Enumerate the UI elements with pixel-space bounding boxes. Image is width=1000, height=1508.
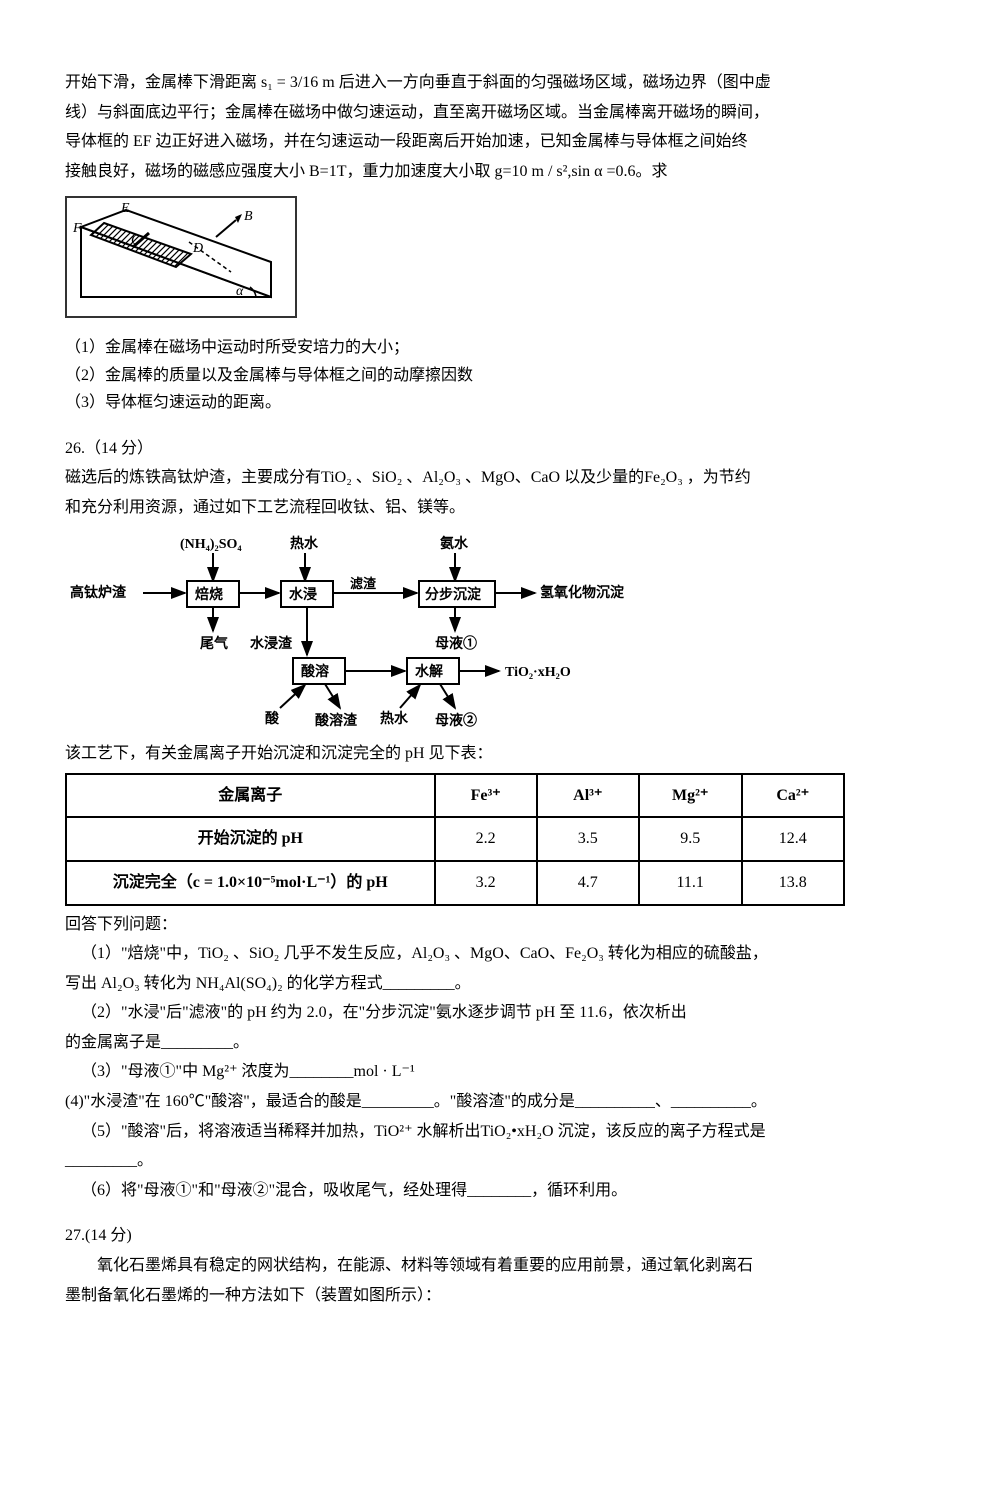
ion-al: Al³⁺ [537,774,639,818]
table-header-label: 金属离子 [66,774,435,818]
row2-c3: 13.8 [742,861,844,905]
p27-intro1: 氧化石墨烯具有稳定的网状结构，在能源、材料等领域有着重要的应用前景，通过氧化剥离… [65,1253,935,1279]
p26-intro1: 磁选后的炼铁高钛炉渣，主要成分有TiO₂ 、SiO₂ 、Al₂O₃ 、MgO、C… [65,465,935,491]
q26-5: （5）"酸溶"后，将溶液适当稀释并加热，TiO²⁺ 水解析出TiO₂•xH₂O … [65,1119,935,1145]
svg-text:B: B [244,209,253,224]
q25-part-2: （2）金属棒的质量以及金属棒与导体框之间的动摩擦因数 [65,363,935,389]
ion-fe: Fe³⁺ [435,774,537,818]
p27-title: 27.(14 分) [65,1223,935,1249]
q26-2a: （2）"水浸"后"滤液"的 pH 约为 2.0，在"分步沉淀"氨水逐步调节 pH… [65,1000,935,1026]
q26-1a: （1）"焙烧"中，TiO₂ 、SiO₂ 几乎不发生反应，Al₂O₃ 、MgO、C… [65,941,935,967]
svg-text:母液①: 母液① [435,635,477,652]
p25-line3: 导体框的 EF 边正好进入磁场，并在匀速运动一段距离后开始加速，已知金属棒与导体… [65,129,935,155]
row1-c2: 9.5 [639,817,742,861]
q26-prompt: 回答下列问题： [65,912,935,938]
p27-intro2: 墨制备氧化石墨烯的一种方法如下（装置如图所示）： [65,1283,935,1309]
svg-text:酸: 酸 [265,710,280,727]
svg-text:滤渣: 滤渣 [350,576,377,591]
svg-text:E: E [120,202,130,216]
q26-5b: _________。 [65,1148,935,1174]
svg-text:F: F [72,221,82,236]
svg-text:TiO₂·xH₂O: TiO₂·xH₂O [505,665,571,680]
row1-label: 开始沉淀的 pH [66,817,435,861]
svg-text:酸溶渣: 酸溶渣 [315,712,358,729]
svg-text:酸溶: 酸溶 [301,663,329,680]
q25-parts: （1）金属棒在磁场中运动时所受安培力的大小； （2）金属棒的质量以及金属棒与导体… [65,335,935,416]
svg-text:热水: 热水 [290,535,319,552]
p25-line2: 线）与斜面底边平行；金属棒在磁场中做匀速运动，直至离开磁场区域。当金属棒离开磁场… [65,100,935,126]
svg-text:分步沉淀: 分步沉淀 [425,586,482,603]
row2-c2: 11.1 [639,861,742,905]
q26-6: （6）将"母液①"和"母液②"混合，吸收尾气，经处理得________，循环利用… [65,1178,935,1204]
table-intro: 该工艺下，有关金属离子开始沉淀和沉淀完全的 pH 见下表： [65,741,935,767]
svg-text:氢氧化物沉淀: 氢氧化物沉淀 [540,584,625,601]
p26-title: 26.（14 分） [65,436,935,462]
svg-text:水浸: 水浸 [289,586,317,603]
svg-text:热水: 热水 [380,710,409,727]
ion-ca: Ca²⁺ [742,774,844,818]
svg-text:(NH₄)₂SO₄: (NH₄)₂SO₄ [180,537,242,552]
row1-c3: 12.4 [742,817,844,861]
ph-table: 金属离子 Fe³⁺ Al³⁺ Mg²⁺ Ca²⁺ 开始沉淀的 pH 2.2 3.… [65,773,845,906]
q26-3: （3）"母液①"中 Mg²⁺ 浓度为________mol · L⁻¹ [65,1059,935,1085]
q26-1b: 写出 Al₂O₃ 转化为 NH₄Al(SO₄)₂ 的化学方程式_________… [65,971,935,997]
svg-text:尾气: 尾气 [200,635,228,652]
svg-text:α: α [236,284,244,299]
svg-text:母液②: 母液② [435,712,477,729]
ion-mg: Mg²⁺ [639,774,742,818]
svg-text:水解: 水解 [415,663,443,680]
q25-part-3: （3）导体框匀速运动的距离。 [65,390,935,416]
q26-2b: 的金属离子是_________。 [65,1030,935,1056]
svg-text:D: D [192,241,203,256]
row1-c1: 3.5 [537,817,639,861]
svg-text:焙烧: 焙烧 [195,586,223,603]
q26-4: (4)"水浸渣"在 160℃"酸溶"，最适合的酸是_________。"酸溶渣"… [65,1089,935,1115]
svg-text:氨水: 氨水 [440,535,469,552]
svg-text:C: C [131,233,141,248]
figure-25: E D C B F α [65,196,297,318]
row2-c0: 3.2 [435,861,537,905]
row1-c0: 2.2 [435,817,537,861]
svg-text:水浸渣: 水浸渣 [250,635,293,652]
row2-c1: 4.7 [537,861,639,905]
row2-label: 沉淀完全（c = 1.0×10⁻⁵mol·L⁻¹）的 pH [66,861,435,905]
q25-part-1: （1）金属棒在磁场中运动时所受安培力的大小； [65,335,935,361]
p25-line1: 开始下滑，金属棒下滑距离 s₁ = 3/16 m 后进入一方向垂直于斜面的匀强磁… [65,70,935,96]
p26-intro2: 和充分利用资源，通过如下工艺流程回收钛、铝、镁等。 [65,495,935,521]
svg-text:高钛炉渣: 高钛炉渣 [70,584,127,601]
p25-line4: 接触良好，磁场的磁感应强度大小 B=1T，重力加速度大小取 g=10 m / s… [65,159,935,185]
flowchart-26: (NH₄)₂SO₄ 热水 氨水 高钛炉渣 焙烧 水浸 滤渣 分步沉淀 氢氧化物沉… [65,533,705,733]
